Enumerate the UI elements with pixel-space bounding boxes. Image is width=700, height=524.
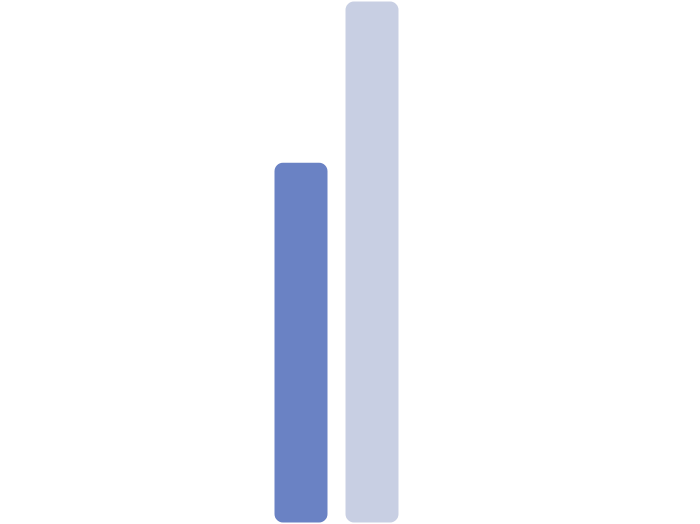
bar — [274, 162, 328, 523]
bar — [345, 1, 399, 523]
